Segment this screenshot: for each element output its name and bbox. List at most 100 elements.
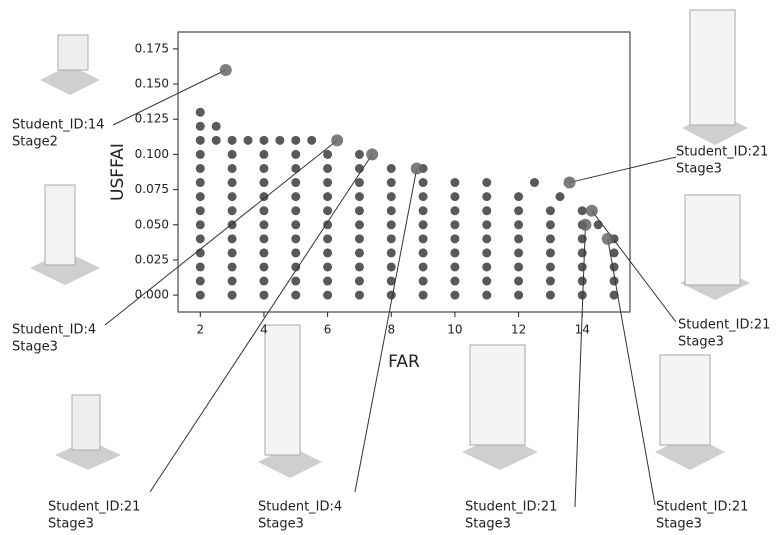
- point: [196, 178, 205, 187]
- point: [228, 150, 237, 159]
- point: [482, 192, 491, 201]
- point: [323, 277, 332, 286]
- y-tick-label: 0.050: [135, 217, 169, 231]
- point: [323, 164, 332, 173]
- point: [514, 262, 523, 271]
- x-tick-label: 12: [511, 323, 526, 337]
- point: [228, 206, 237, 215]
- highlighted-point: [366, 148, 378, 160]
- point: [259, 291, 268, 300]
- point: [323, 192, 332, 201]
- highlighted-point: [331, 134, 343, 146]
- point: [514, 220, 523, 229]
- point: [530, 178, 539, 187]
- point: [514, 291, 523, 300]
- point: [387, 206, 396, 215]
- point: [482, 220, 491, 229]
- point: [291, 277, 300, 286]
- point: [323, 206, 332, 215]
- point: [387, 192, 396, 201]
- point: [578, 206, 587, 215]
- x-tick-label: 14: [575, 323, 590, 337]
- point: [450, 192, 459, 201]
- point: [594, 220, 603, 229]
- point: [610, 262, 619, 271]
- x-tick-label: 8: [387, 323, 395, 337]
- point: [514, 206, 523, 215]
- x-tick-label: 2: [196, 323, 204, 337]
- y-tick-label: 0.175: [135, 41, 169, 55]
- point: [291, 291, 300, 300]
- point: [291, 178, 300, 187]
- point: [450, 178, 459, 187]
- point: [196, 150, 205, 159]
- point: [196, 234, 205, 243]
- point: [482, 178, 491, 187]
- point: [259, 277, 268, 286]
- annotation-label: Stage2: [12, 135, 58, 150]
- annotation-leader: [608, 239, 655, 505]
- annotation-label: Student_ID:14: [12, 118, 104, 133]
- point: [514, 192, 523, 201]
- point: [450, 262, 459, 271]
- point: [355, 248, 364, 257]
- point: [259, 150, 268, 159]
- point: [228, 234, 237, 243]
- point: [419, 220, 428, 229]
- y-axis-label: USFFAI: [108, 143, 128, 201]
- point: [291, 206, 300, 215]
- point: [355, 192, 364, 201]
- point: [482, 248, 491, 257]
- annotation-leader: [570, 157, 676, 183]
- point: [196, 136, 205, 145]
- point: [228, 192, 237, 201]
- annotation-leader: [355, 168, 417, 492]
- point: [450, 277, 459, 286]
- point: [228, 277, 237, 286]
- chart: FAR USFFAI 24681012140.0000.0250.0500.07…: [0, 0, 780, 535]
- point: [196, 262, 205, 271]
- point: [259, 262, 268, 271]
- point: [291, 150, 300, 159]
- point: [450, 291, 459, 300]
- y-tick-label: 0.100: [135, 147, 169, 161]
- point: [196, 291, 205, 300]
- point: [196, 108, 205, 117]
- annotation-label: Stage3: [656, 517, 702, 532]
- annotation-label: Stage3: [258, 517, 304, 532]
- annotation-label: Stage3: [676, 162, 722, 177]
- point: [355, 277, 364, 286]
- point: [482, 291, 491, 300]
- point: [387, 262, 396, 271]
- point: [546, 234, 555, 243]
- annotation-label: Stage3: [678, 335, 724, 350]
- point: [196, 164, 205, 173]
- point: [196, 206, 205, 215]
- point: [482, 262, 491, 271]
- x-tick-label: 10: [447, 323, 462, 337]
- point: [419, 234, 428, 243]
- page: {"chart_data": {"type": "scatter", "x_la…: [0, 0, 780, 535]
- point: [228, 248, 237, 257]
- point: [196, 192, 205, 201]
- point: [259, 206, 268, 215]
- point: [323, 178, 332, 187]
- point: [323, 234, 332, 243]
- point: [291, 220, 300, 229]
- point: [259, 234, 268, 243]
- point: [387, 220, 396, 229]
- point: [212, 122, 221, 131]
- highlighted-point: [220, 64, 232, 76]
- highlighted-point: [411, 162, 423, 174]
- point: [514, 248, 523, 257]
- point: [228, 291, 237, 300]
- annotation-label: Stage3: [12, 340, 58, 355]
- x-axis-label: FAR: [388, 352, 420, 372]
- annotation-label: Student_ID:21: [465, 500, 557, 515]
- highlighted-point: [564, 177, 576, 189]
- point: [196, 277, 205, 286]
- point: [355, 291, 364, 300]
- point: [291, 234, 300, 243]
- point: [323, 262, 332, 271]
- annotation-label: Student_ID:21: [678, 318, 770, 333]
